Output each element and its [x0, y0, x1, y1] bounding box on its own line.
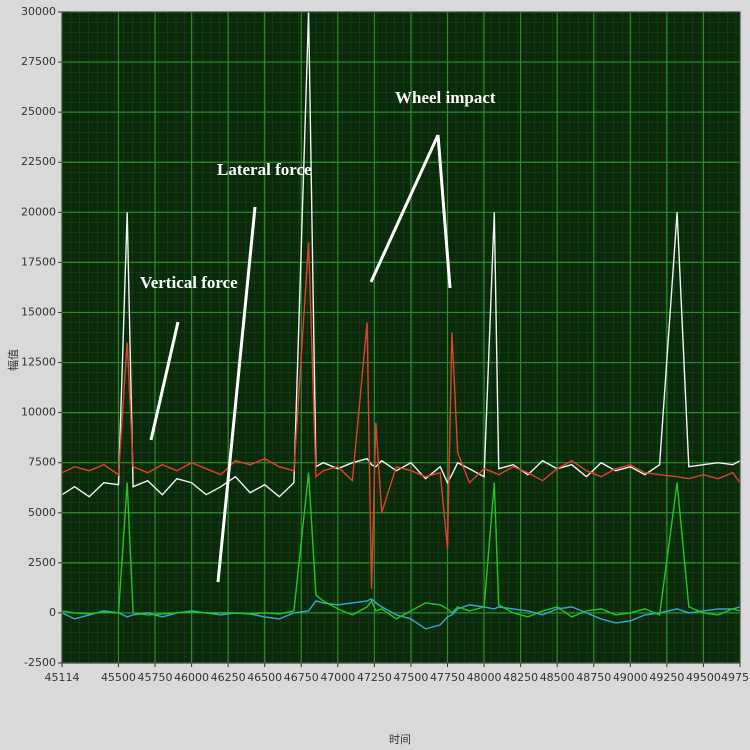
x-tick-label: 46000 — [174, 671, 209, 684]
annotation: Lateral force — [217, 160, 312, 179]
x-tick-label: 47000 — [320, 671, 355, 684]
y-tick-label: 15000 — [21, 305, 56, 318]
y-tick-label: 30000 — [21, 5, 56, 18]
minor-grid — [62, 12, 740, 663]
y-tick-label: 7500 — [28, 456, 56, 469]
series-line — [61, 11, 741, 498]
y-tick-label: 17500 — [21, 255, 56, 268]
y-tick-label: 22500 — [21, 155, 56, 168]
annotation: Wheel impact — [395, 88, 496, 107]
y-tick-label: 0 — [49, 606, 56, 619]
x-tick-label: 47750 — [430, 671, 465, 684]
pointer — [369, 134, 440, 283]
x-tick-label: 49250 — [649, 671, 684, 684]
x-tick-label: 48000 — [467, 671, 502, 684]
x-axis-label: 时间 — [389, 733, 411, 746]
x-tick-label: 48250 — [503, 671, 538, 684]
x-tick-label: 4975 — [721, 671, 749, 684]
x-tick-label: 45750 — [138, 671, 173, 684]
pointer — [149, 321, 180, 441]
x-tick-label: 45500 — [101, 671, 136, 684]
pointer — [436, 134, 452, 289]
x-tick-label: 46750 — [284, 671, 319, 684]
annotation: Vertical force — [140, 273, 238, 292]
y-tick-label: 5000 — [28, 506, 56, 519]
plot-frame — [61, 11, 741, 664]
y-tick-label: 20000 — [21, 205, 56, 218]
x-tick-label: 46500 — [247, 671, 282, 684]
series-line — [61, 242, 741, 589]
x-tick-label: 47500 — [393, 671, 428, 684]
annotations: Vertical force Lateral force Wheel impac… — [140, 88, 496, 583]
series — [61, 11, 741, 630]
x-tick-label: 48750 — [576, 671, 611, 684]
x-tick-label: 49000 — [613, 671, 648, 684]
y-tick-label: 25000 — [21, 105, 56, 118]
series-line — [61, 472, 741, 620]
x-tick-label: 46250 — [211, 671, 246, 684]
pointer — [216, 206, 257, 583]
x-tick-label: 47250 — [357, 671, 392, 684]
y-tick-label: -2500 — [24, 656, 56, 669]
y-tick-label: 12500 — [21, 356, 56, 369]
y-tick-label: 2500 — [28, 556, 56, 569]
y-tick-label: 27500 — [21, 55, 56, 68]
x-tick-label: 45114 — [45, 671, 80, 684]
x-tick-label: 48500 — [540, 671, 575, 684]
y-axis-label: 幅值 — [7, 349, 20, 371]
y-tick-label: 10000 — [21, 406, 56, 419]
x-tick-label: 49500 — [686, 671, 721, 684]
